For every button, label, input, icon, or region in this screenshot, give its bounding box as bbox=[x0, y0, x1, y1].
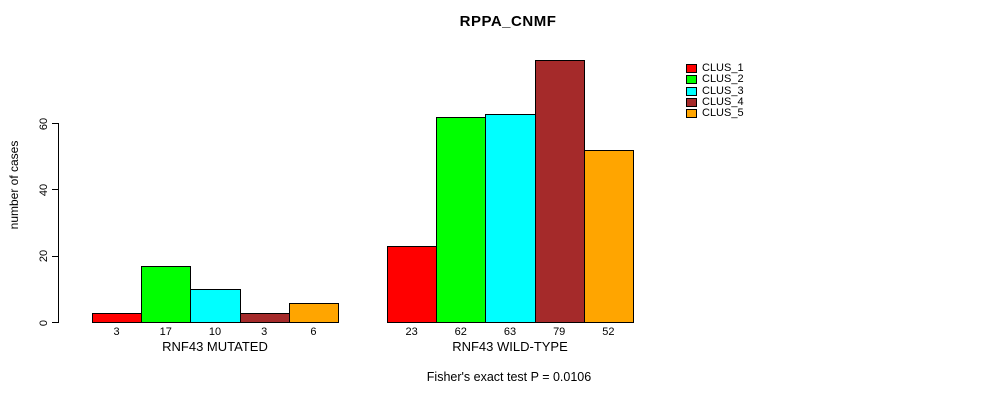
y-axis-tick-label: 40 bbox=[38, 183, 50, 196]
bar-value-label: 62 bbox=[454, 326, 467, 338]
y-axis-tick bbox=[52, 255, 59, 257]
bar bbox=[583, 150, 634, 323]
y-axis-label: number of cases bbox=[7, 140, 21, 230]
group-label: RNF43 MUTATED bbox=[162, 339, 268, 354]
group-label: RNF43 WILD-TYPE bbox=[452, 339, 568, 354]
y-axis-tick-label: 0 bbox=[38, 319, 50, 326]
legend-item: CLUS_5 bbox=[686, 108, 744, 119]
bar bbox=[92, 312, 143, 323]
legend-label: CLUS_3 bbox=[702, 84, 744, 97]
bar-value-label: 6 bbox=[310, 326, 317, 338]
bar-value-label: 3 bbox=[113, 326, 120, 338]
y-axis-tick bbox=[52, 322, 59, 323]
legend-item: CLUS_1 bbox=[686, 63, 744, 74]
legend-item: CLUS_2 bbox=[686, 74, 744, 85]
chart-title: RPPA_CNMF bbox=[459, 13, 557, 30]
y-axis-line bbox=[58, 123, 59, 323]
y-axis-tick-label: 20 bbox=[38, 250, 50, 263]
bar bbox=[239, 312, 290, 323]
bar bbox=[387, 246, 438, 323]
bar bbox=[436, 116, 487, 323]
legend-swatch bbox=[686, 86, 697, 96]
bar-value-label: 3 bbox=[261, 326, 268, 338]
bar bbox=[141, 266, 192, 323]
legend-label: CLUS_1 bbox=[702, 62, 744, 75]
legend-label: CLUS_2 bbox=[702, 73, 744, 86]
bar-value-label: 17 bbox=[159, 326, 172, 338]
bar bbox=[190, 289, 241, 323]
y-axis-tick bbox=[52, 189, 59, 191]
y-axis-tick-label: 60 bbox=[38, 117, 50, 130]
bar-value-label: 23 bbox=[405, 326, 418, 338]
legend-label: CLUS_4 bbox=[702, 96, 744, 109]
bar-value-label: 52 bbox=[602, 326, 615, 338]
bar-value-label: 63 bbox=[503, 326, 517, 338]
legend-item: CLUS_4 bbox=[686, 97, 744, 108]
bar bbox=[534, 60, 585, 323]
bar-value-label: 10 bbox=[208, 326, 222, 338]
legend-swatch bbox=[686, 75, 697, 85]
bar bbox=[288, 302, 339, 323]
legend-item: CLUS_3 bbox=[686, 84, 744, 97]
bar-value-label: 79 bbox=[553, 326, 566, 338]
bar bbox=[485, 113, 536, 323]
legend-label: CLUS_5 bbox=[702, 107, 744, 120]
legend-swatch bbox=[686, 109, 697, 119]
y-axis-tick bbox=[52, 123, 59, 124]
legend: CLUS_1 CLUS_2 CLUS_3 CLUS_4 CLUS_5 bbox=[686, 63, 744, 119]
stat-test-caption: Fisher's exact test P = 0.0106 bbox=[426, 370, 592, 384]
legend-swatch bbox=[686, 64, 697, 74]
legend-swatch bbox=[686, 98, 697, 108]
